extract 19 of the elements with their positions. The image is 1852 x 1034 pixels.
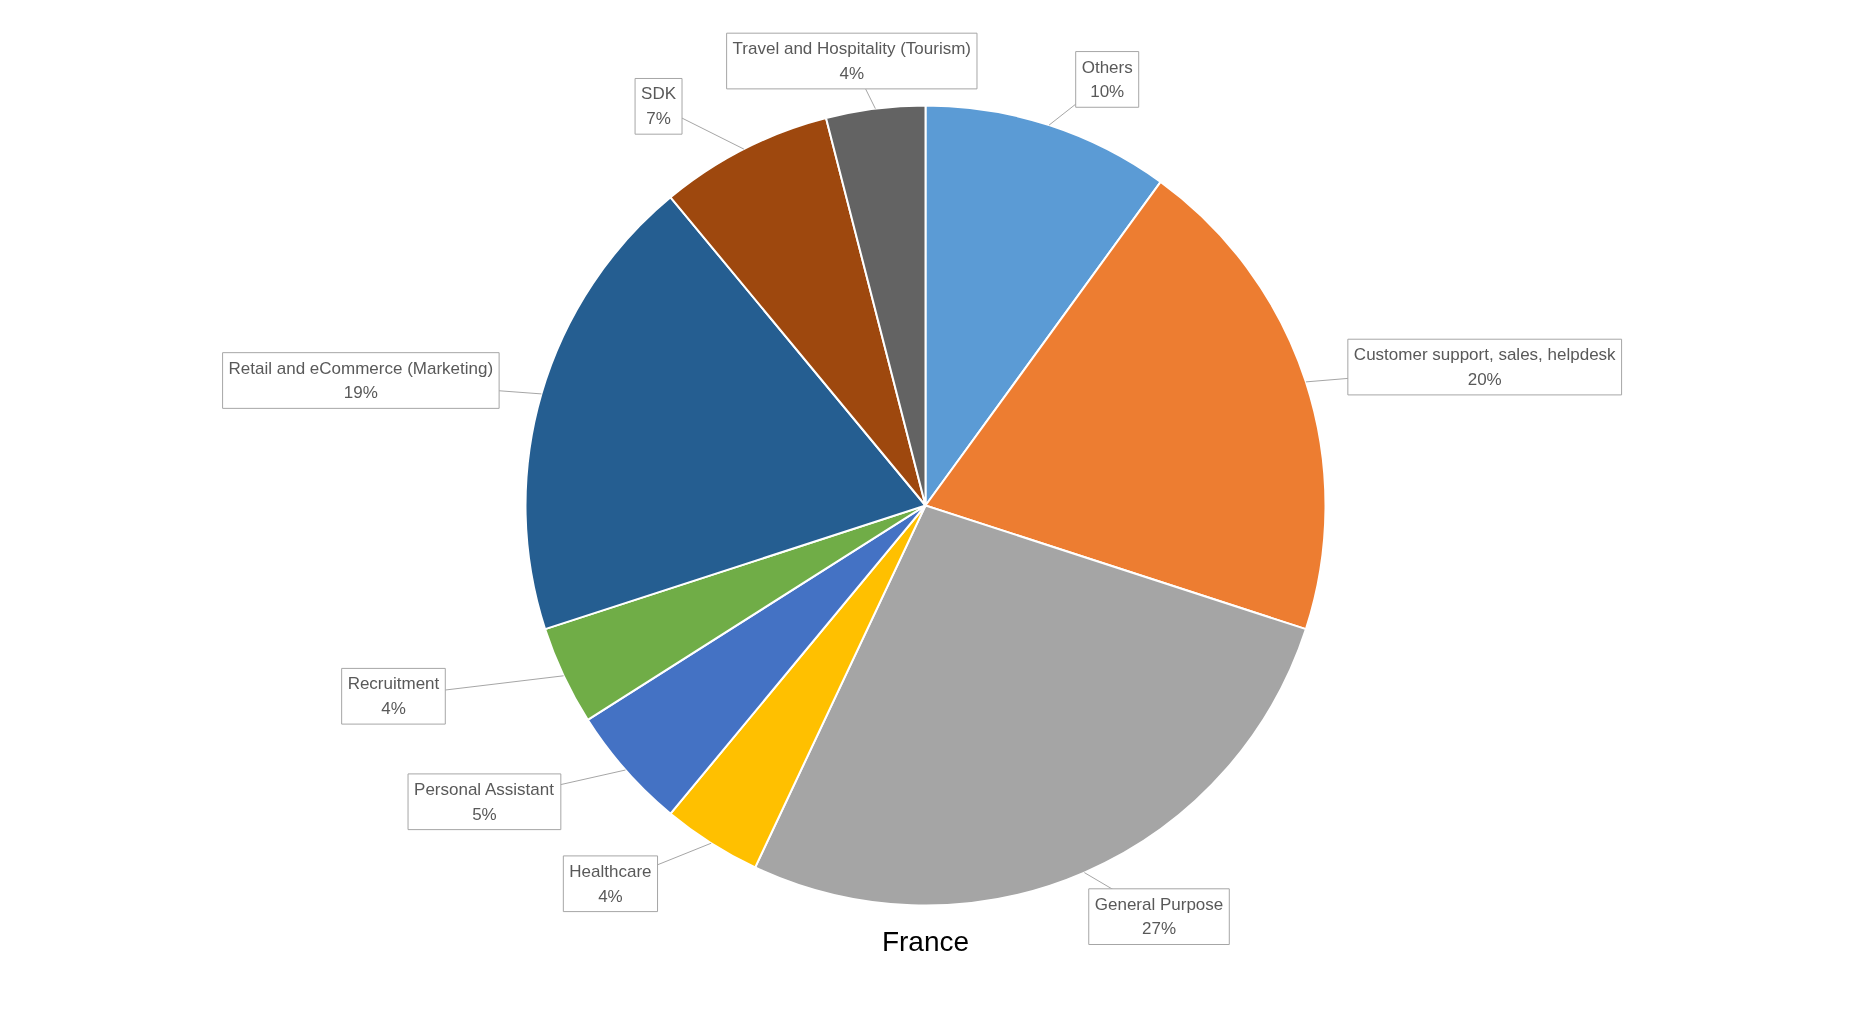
- data-label: 4%: [839, 63, 865, 83]
- slice-label: Customer support, sales, helpdesk: [1353, 345, 1617, 365]
- text: France: [881, 925, 970, 957]
- slice-label: Others: [1081, 57, 1133, 77]
- slice-label: Recruitment: [347, 674, 440, 694]
- slice-label: General Purpose: [1094, 894, 1224, 914]
- slice-label: Personal Assistant: [414, 779, 555, 799]
- slice-label: SDK: [641, 84, 677, 104]
- slice-label: Retail and eCommerce (Marketing): [228, 358, 494, 378]
- data-label: 5%: [472, 804, 497, 824]
- data-label: 4%: [381, 699, 406, 719]
- data-label: 19%: [343, 383, 378, 403]
- data-label: 7%: [646, 109, 671, 129]
- slice-label: Healthcare: [569, 861, 652, 881]
- data-label: 10%: [1090, 82, 1125, 102]
- data-label: 4%: [598, 886, 623, 906]
- slice-label: Travel and Hospitality (Tourism): [732, 39, 971, 59]
- data-label: 20%: [1467, 369, 1502, 389]
- data-label: 27%: [1142, 919, 1177, 939]
